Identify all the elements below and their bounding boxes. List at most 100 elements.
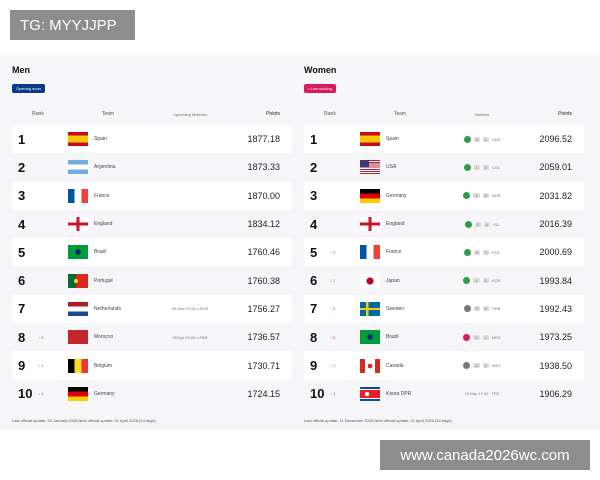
live-ranking-badge[interactable]: • Live ranking (304, 84, 337, 93)
team-cell[interactable]: Spain (350, 132, 450, 147)
team-name[interactable]: USA (386, 164, 397, 171)
table-row[interactable]: 10 ↓ 1 Germany 1724.15 (12, 380, 292, 408)
team-name[interactable]: Canada (386, 362, 404, 369)
table-row[interactable]: 1 Spain 3 1 UKR 2096.52 (304, 125, 584, 154)
team-name[interactable]: England (386, 221, 405, 228)
table-row[interactable]: 1 Spain 1877.18 (12, 125, 292, 154)
match-cell[interactable]: 19 Mar 17:00 TPE (450, 391, 514, 396)
match-cell[interactable]: 3 1 UKR (450, 135, 514, 143)
match-cell[interactable]: 1 0 COL (450, 163, 514, 171)
match-cell[interactable]: 0 0 ARG (450, 362, 514, 370)
team-cell[interactable]: Argentina (58, 160, 158, 175)
col-points[interactable]: Points (558, 111, 572, 117)
opponent[interactable]: TPE (491, 391, 500, 397)
table-row[interactable]: 8 ↑ 3 Morocco 05 Apr 00:00 v PAR 1736.57 (12, 323, 292, 351)
team-name[interactable]: Germany (94, 390, 115, 397)
team-name[interactable]: Belgium (94, 362, 113, 369)
table-row[interactable]: 7 Netherlands 26 Mar 03:45 v NOR 1756.27 (12, 294, 292, 324)
team-cell[interactable]: Spain (58, 132, 158, 147)
opponent[interactable]: NOR (491, 193, 501, 199)
table-row[interactable]: 3 France 1870.00 (12, 181, 292, 210)
team-cell[interactable]: Belgium (58, 358, 158, 373)
table-row[interactable]: 5 ↑ 2 France 4 1 POL 2000.69 (304, 238, 584, 267)
team-cell[interactable]: Morocco (58, 330, 158, 345)
match-cell[interactable]: 0 1 MEX (450, 333, 514, 341)
team-name[interactable]: Sweden (386, 305, 405, 312)
flag-us-icon (360, 160, 380, 175)
table-row[interactable]: 4 England 1834.12 (12, 210, 292, 238)
table-row[interactable]: 3 Germany 4 0 NOR 2031.82 (304, 181, 584, 210)
team-name[interactable]: France (386, 249, 402, 256)
table-row[interactable]: 2 USA 1 0 COL 2059.01 (304, 153, 584, 181)
table-row[interactable]: 8 ↓ 2 Brazil 0 1 MEX 1973.25 (304, 323, 584, 351)
table-row[interactable]: 5 Brazil 1760.46 (12, 238, 292, 267)
team-cell[interactable]: Portugal (58, 273, 158, 288)
match-cell[interactable]: 4 1 POL (450, 248, 514, 256)
col-team[interactable]: Team (393, 111, 407, 117)
table-row[interactable]: 4 England 2 0 ISL 2016.39 (304, 210, 584, 238)
upcoming-match[interactable]: 05 Apr 00:00 v PAR (172, 334, 208, 340)
team-cell[interactable]: Korea DPR (350, 386, 450, 401)
team-name[interactable]: England (94, 221, 113, 228)
team-cell[interactable]: Germany (350, 188, 450, 203)
rank-cell: 9 ↓ 1 (12, 358, 58, 373)
table-row[interactable]: 6 ↑ 2 Japan 4 1 KOR 1993.84 (304, 266, 584, 294)
team-cell[interactable]: England (58, 217, 158, 232)
col-rank[interactable]: Rank (32, 111, 44, 117)
team-name[interactable]: Portugal (94, 277, 113, 284)
team-name[interactable]: France (94, 192, 110, 199)
opponent[interactable]: COL (492, 164, 501, 170)
table-row[interactable]: 9 ↓ 1 Belgium 1730.71 (12, 351, 292, 380)
team-name[interactable]: Japan (386, 277, 400, 284)
team-cell[interactable]: France (350, 245, 450, 260)
team-name[interactable]: Netherlands (94, 305, 121, 312)
team-cell[interactable]: Canada (350, 358, 450, 373)
opponent[interactable]: POL (492, 249, 501, 255)
opening-soon-badge[interactable]: Opening soon (12, 84, 45, 93)
opponent[interactable]: SRB (492, 306, 501, 312)
team-cell[interactable]: Brazil (350, 330, 450, 345)
table-row[interactable]: 6 Portugal 1760.38 (12, 266, 292, 294)
team-cell[interactable]: USA (350, 160, 450, 175)
opponent[interactable]: MEX (491, 334, 501, 340)
table-row[interactable]: 9 ↑ 1 Canada 0 0 ARG 1938.50 (304, 351, 584, 380)
team-name[interactable]: Germany (386, 192, 407, 199)
flag-es-icon (360, 132, 380, 147)
team-cell[interactable]: England (350, 217, 450, 232)
points: 1834.12 (247, 219, 280, 230)
team-name[interactable]: Spain (94, 136, 107, 143)
col-points[interactable]: Points (266, 111, 280, 117)
team-name[interactable]: Brazil (386, 334, 399, 341)
match-cell[interactable]: 4 0 NOR (450, 192, 514, 200)
team-cell[interactable]: Netherlands (58, 301, 158, 316)
team-cell[interactable]: Germany (58, 386, 158, 401)
col-team[interactable]: Team (101, 111, 115, 117)
match-cell[interactable]: 4 1 KOR (450, 277, 514, 285)
opponent[interactable]: UKR (492, 136, 501, 142)
team-name[interactable]: Argentina (94, 164, 116, 171)
team-cell[interactable]: Brazil (58, 245, 158, 260)
table-row[interactable]: 7 ↓ 2 Sweden 0 0 SRB 1992.43 (304, 294, 584, 324)
match-cell[interactable]: 2 0 ISL (450, 220, 514, 228)
col-rank[interactable]: Rank (324, 111, 336, 117)
match-cell[interactable]: 0 0 SRB (450, 305, 514, 313)
opponent[interactable]: KOR (491, 278, 501, 284)
table-row[interactable]: 10 ↓ 1 Korea DPR 19 Mar 17:00 TPE 1906.29 (304, 380, 584, 408)
team-name[interactable]: Korea DPR (386, 390, 412, 397)
opponent[interactable]: ARG (491, 363, 501, 369)
opponent[interactable]: ISL (493, 221, 500, 227)
match-cell[interactable]: 05 Apr 00:00 v PAR (158, 335, 222, 340)
col-matches[interactable]: Matches (474, 111, 490, 117)
team-cell[interactable]: Japan (350, 273, 450, 288)
team-name[interactable]: Spain (386, 136, 399, 143)
table-row[interactable]: 2 Argentina 1873.33 (12, 153, 292, 181)
upcoming-match[interactable]: 26 Mar 03:45 v NOR (171, 306, 209, 312)
rank-cell: 10 ↓ 1 (12, 386, 58, 401)
team-name[interactable]: Brazil (94, 249, 107, 256)
team-cell[interactable]: Sweden (350, 301, 450, 316)
rank-cell: 7 (12, 301, 58, 316)
team-name[interactable]: Morocco (94, 334, 114, 341)
col-matches[interactable]: Upcoming Matches (172, 111, 208, 117)
match-cell[interactable]: 26 Mar 03:45 v NOR (158, 306, 222, 311)
team-cell[interactable]: France (58, 188, 158, 203)
